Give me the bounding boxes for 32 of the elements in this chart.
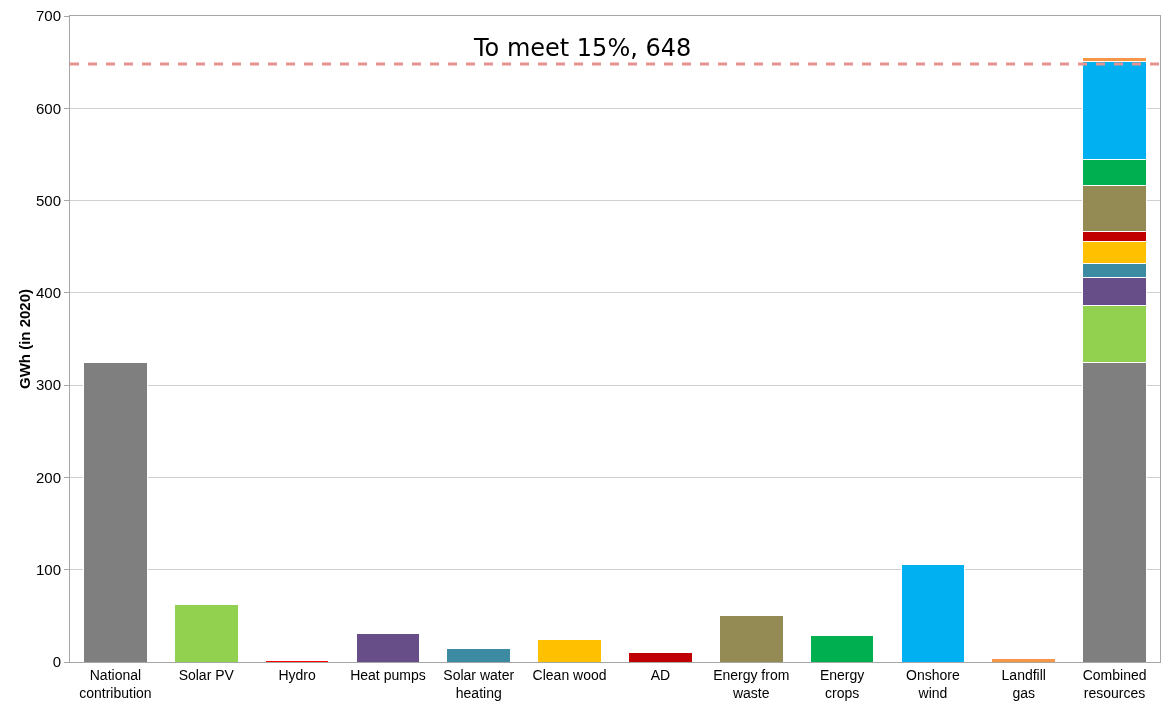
y-tick-label: 300 [35,376,61,394]
bar [900,563,966,662]
bar [446,647,512,662]
bar [809,634,875,662]
x-tick-label: National contribution [79,666,152,701]
x-tick-label: Solar water heating [443,666,515,701]
bar [537,639,602,662]
y-tick-label: 200 [35,468,61,486]
y-tick-label: 0 [52,653,61,671]
x-tick-label: Energy crops [819,666,865,701]
x-tick-label: Clean wood [532,666,607,683]
x-tick-label: AD [650,666,671,683]
y-tick-label: 600 [35,99,61,117]
x-tick-label: Solar PV [178,666,235,683]
x-tick-label: Onshore wind [906,666,960,701]
y-tick-label: 500 [35,191,61,209]
bar [628,652,693,662]
bar [991,657,1057,662]
x-tick-label: Combined resources [1082,666,1147,701]
x-tick-label: Landfill gas [1001,666,1046,701]
ref-line-label: To meet 15%, 648 [473,34,692,62]
bar [173,604,239,662]
y-axis-title: GWh (in 2020) [16,288,33,390]
bar [83,362,148,662]
x-tick-label: Hydro [278,666,316,683]
y-tick-label: 400 [35,284,61,302]
x-tick-label: Energy from waste [713,666,790,701]
y-tick-label: 100 [35,560,61,578]
y-tick-label: 700 [35,7,61,25]
bar [355,632,421,662]
x-tick-label: Heat pumps [350,666,426,683]
bar [718,615,784,662]
